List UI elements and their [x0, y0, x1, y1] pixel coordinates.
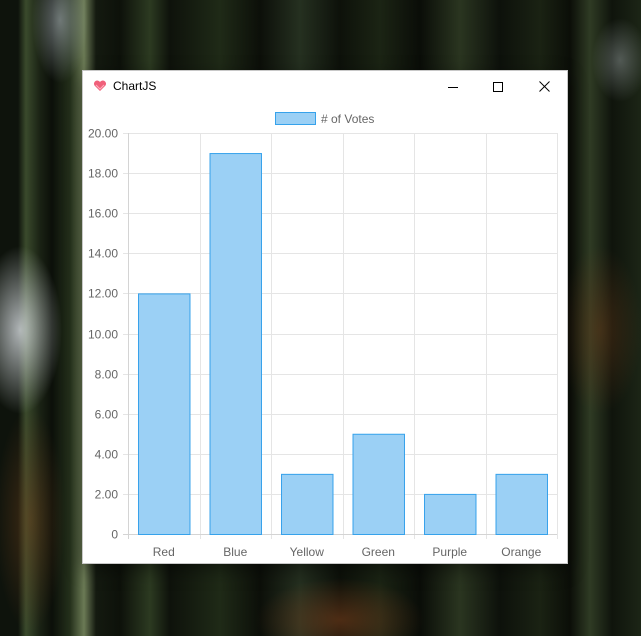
app-heart-icon	[93, 80, 107, 91]
y-tick-label: 2.00	[95, 488, 119, 502]
bars	[138, 153, 548, 536]
legend-label: # of Votes	[321, 112, 374, 126]
x-tick-label: Yellow	[290, 545, 325, 559]
x-tick-label: Blue	[223, 545, 247, 559]
close-button[interactable]	[522, 71, 567, 102]
legend-swatch	[275, 112, 316, 125]
y-tick-label: 14.00	[88, 247, 118, 261]
x-tick-label: Green	[362, 545, 395, 559]
bar-yellow	[281, 473, 334, 536]
grid-lines	[123, 133, 558, 539]
y-tick-label: 0	[111, 528, 118, 542]
y-tick-label: 8.00	[95, 368, 119, 382]
y-tick-label: 6.00	[95, 408, 119, 422]
title-bar[interactable]: ChartJS	[83, 71, 567, 102]
x-tick-label: Orange	[501, 545, 541, 559]
maximize-icon	[492, 81, 503, 92]
close-icon	[539, 81, 550, 92]
x-tick-label: Purple	[432, 545, 467, 559]
window-title: ChartJS	[113, 79, 157, 93]
bar-chart: 0 2.00 4.00 6.00 8.00 10.00 12.00 14.00 16.00 18.…	[88, 112, 558, 559]
bar-purple	[424, 493, 477, 535]
chart-area: 0 2.00 4.00 6.00 8.00 10.00 12.00 14.00 16.00 18.…	[83, 102, 567, 563]
bar-blue	[209, 153, 262, 536]
y-tick-label: 18.00	[88, 167, 118, 181]
bar-orange	[495, 473, 548, 536]
y-tick-label: 20.00	[88, 127, 118, 141]
y-tick-label: 4.00	[95, 448, 119, 462]
minimize-button[interactable]	[430, 71, 475, 102]
y-axis: 0 2.00 4.00 6.00 8.00 10.00 12.00 14.00 16.00 18.…	[88, 127, 129, 542]
bar-red	[138, 293, 191, 535]
bar-green	[352, 433, 405, 535]
x-axis: Red Blue Yellow Green Purple Orange	[123, 534, 557, 559]
chartjs-window: ChartJS 0 2.00 4.00 6.00 8.00 10.00 12.00 14.00…	[83, 71, 567, 563]
maximize-button[interactable]	[475, 71, 520, 102]
y-tick-label: 16.00	[88, 207, 118, 221]
y-tick-label: 12.00	[88, 287, 118, 301]
minimize-icon	[447, 86, 458, 88]
x-tick-label: Red	[153, 545, 175, 559]
legend: # of Votes	[275, 112, 374, 126]
y-tick-label: 10.00	[88, 328, 118, 342]
